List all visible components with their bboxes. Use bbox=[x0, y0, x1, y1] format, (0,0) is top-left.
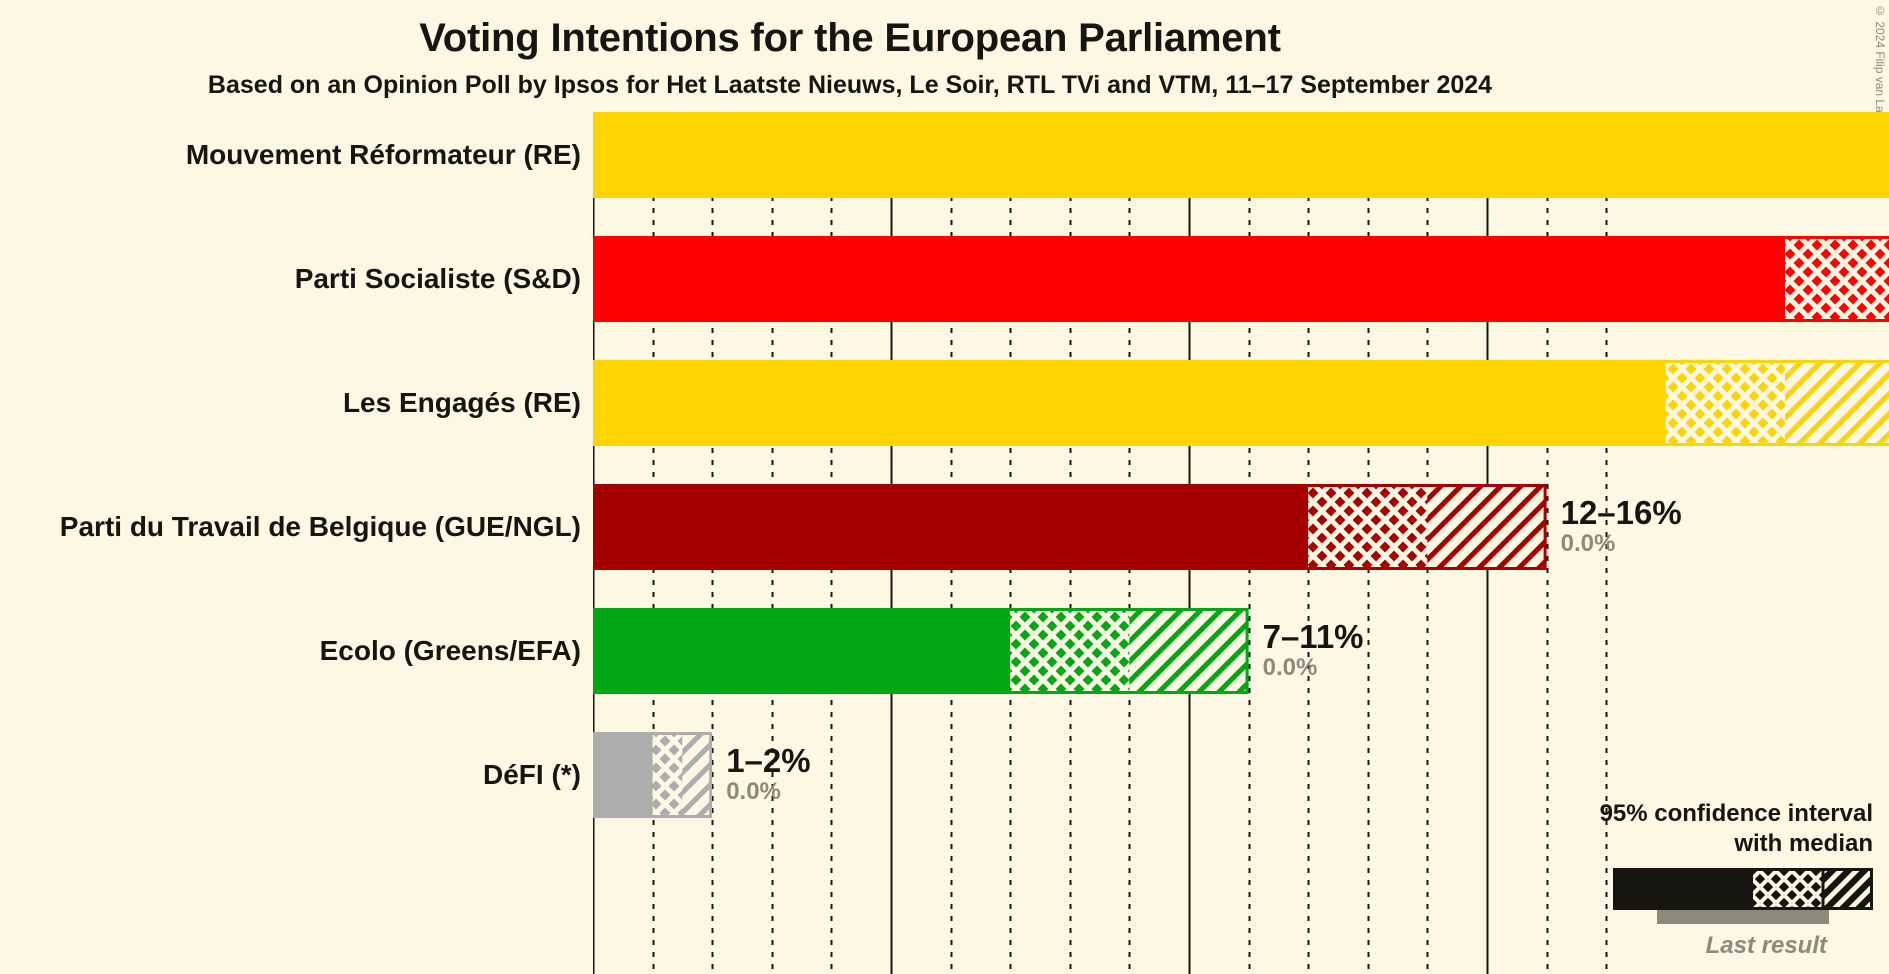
bar-outline bbox=[593, 360, 1889, 446]
bar-outline bbox=[593, 732, 713, 818]
bar-outline bbox=[593, 112, 1889, 198]
confidence-interval-bar bbox=[593, 360, 1889, 446]
bar-row: DéFI (*) 1–2% 0.0% bbox=[0, 732, 1889, 818]
bar-outline bbox=[593, 236, 1889, 322]
bar-diagonal-segment bbox=[1129, 608, 1249, 694]
bar-outline bbox=[593, 608, 1249, 694]
legend-sample-hatch bbox=[1753, 871, 1870, 907]
bar-row: Parti Socialiste (S&D) 20–24%0.0% bbox=[0, 236, 1889, 322]
bar-last-result-label: 0.0% bbox=[1262, 654, 1318, 682]
legend-sample-wrap bbox=[1453, 868, 1873, 930]
bar-graphic bbox=[593, 484, 1547, 570]
bar-solid-segment bbox=[593, 732, 653, 818]
bar-value-block: 7–11% 0.0% bbox=[1249, 608, 1364, 694]
legend-title-line1: 95% confidence interval bbox=[1599, 800, 1873, 828]
confidence-interval-bar bbox=[593, 732, 713, 818]
bar-graphic bbox=[593, 608, 1249, 694]
bar-solid-segment bbox=[593, 608, 1011, 694]
bar-row-label: DéFI (*) bbox=[483, 759, 581, 790]
bar-row: Parti du Travail de Belgique (GUE/NGL) 1… bbox=[0, 484, 1889, 570]
bar-row: Mouvement Réformateur (RE) 24–29%0.0% bbox=[0, 112, 1889, 198]
bar-crosshatch-segment bbox=[652, 732, 683, 818]
chart-legend: 95% confidence interval with median bbox=[1453, 799, 1873, 960]
bar-row-label: Ecolo (Greens/EFA) bbox=[319, 635, 581, 666]
bar-row-label: Parti Socialiste (S&D) bbox=[294, 263, 581, 294]
bar-graphic bbox=[593, 732, 713, 818]
bar-solid-segment bbox=[593, 236, 1785, 322]
page-subtitle: Based on an Opinion Poll by Ipsos for He… bbox=[207, 71, 1493, 99]
bar-diagonal-segment bbox=[682, 732, 713, 818]
bar-range-label: 1–2% bbox=[726, 742, 811, 780]
bar-graphic bbox=[593, 236, 1889, 322]
confidence-interval-bar bbox=[593, 112, 1889, 198]
bar-last-result-label: 0.0% bbox=[726, 778, 781, 806]
copyright-notice: © 2024 Filip van Laenen bbox=[1873, 4, 1887, 140]
bar-solid-segment bbox=[593, 360, 1666, 446]
bar-solid-segment bbox=[593, 112, 1889, 198]
bar-graphic bbox=[593, 112, 1889, 198]
bar-range-label: 7–11% bbox=[1262, 618, 1364, 656]
legend-last-result-label: Last result bbox=[1705, 932, 1827, 959]
bar-diagonal-segment bbox=[1784, 360, 1889, 446]
bar-value-block: 12–16% 0.0% bbox=[1547, 484, 1682, 570]
bar-crosshatch-segment bbox=[1308, 484, 1428, 570]
bar-diagonal-segment bbox=[1427, 484, 1547, 570]
bar-range-label: 12–16% bbox=[1560, 494, 1682, 532]
bar-solid-segment bbox=[593, 484, 1309, 570]
bar-graphic bbox=[593, 360, 1889, 446]
bar-row-label: Mouvement Réformateur (RE) bbox=[185, 139, 581, 170]
bar-value-block: 1–2% 0.0% bbox=[712, 732, 810, 818]
bar-last-result-label: 0.0% bbox=[1560, 530, 1616, 558]
confidence-interval-bar bbox=[593, 608, 1249, 694]
legend-sample-bar bbox=[1613, 868, 1873, 910]
bar-crosshatch-segment bbox=[1665, 360, 1785, 446]
bar-row: Ecolo (Greens/EFA) 7–11% 0.0% bbox=[0, 608, 1889, 694]
bar-row-label: Les Engagés (RE) bbox=[342, 387, 581, 418]
bar-row-label: Parti du Travail de Belgique (GUE/NGL) bbox=[59, 511, 581, 542]
bar-outline bbox=[593, 484, 1547, 570]
confidence-interval-bar bbox=[593, 484, 1547, 570]
confidence-interval-bar bbox=[593, 236, 1889, 322]
page-title: Voting Intentions for the European Parli… bbox=[419, 16, 1281, 60]
legend-title-line2: with median bbox=[1734, 829, 1873, 857]
legend-last-result-bar bbox=[1657, 910, 1829, 924]
bar-row: Les Engagés (RE) 18–23%0.0% bbox=[0, 360, 1889, 446]
bar-crosshatch-segment bbox=[1784, 236, 1889, 322]
bar-crosshatch-segment bbox=[1010, 608, 1130, 694]
